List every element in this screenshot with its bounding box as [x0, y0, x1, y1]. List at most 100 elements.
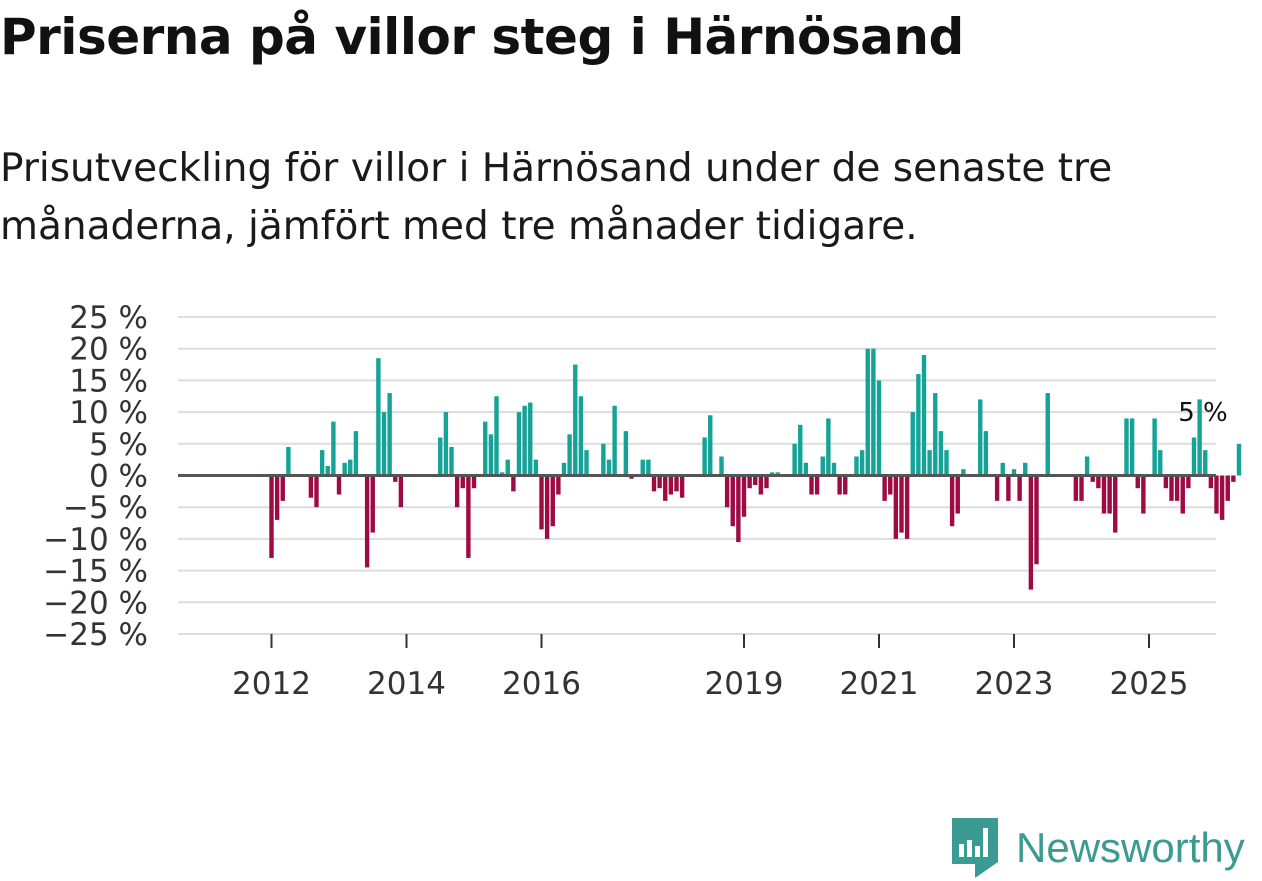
- bar: [1231, 475, 1236, 482]
- bar: [308, 475, 314, 498]
- bar: [961, 469, 966, 476]
- bar: [269, 475, 274, 558]
- bar: [1141, 475, 1146, 514]
- bar: [916, 374, 921, 476]
- bar: [1011, 469, 1017, 476]
- bar: [820, 456, 825, 476]
- y-tick-label: −15 %: [43, 554, 148, 590]
- bar: [466, 475, 471, 558]
- bar: [814, 475, 820, 495]
- bar: [1096, 475, 1101, 489]
- bar: [769, 472, 775, 476]
- bar: [927, 450, 932, 476]
- bar: [657, 475, 662, 489]
- bar: [758, 475, 764, 495]
- bar: [831, 462, 837, 476]
- bar: [933, 393, 938, 476]
- bar: [1236, 443, 1242, 476]
- bar: [803, 462, 809, 476]
- bar: [274, 475, 280, 520]
- y-tick-label: −10 %: [43, 522, 148, 558]
- bar: [556, 475, 561, 495]
- bar: [1124, 418, 1129, 476]
- x-tick-label: 2021: [840, 666, 919, 702]
- bar: [859, 450, 865, 476]
- x-tick-label: 2014: [367, 666, 446, 702]
- bar: [471, 475, 477, 489]
- bar: [449, 446, 454, 476]
- bar: [387, 393, 392, 476]
- bar: [505, 459, 510, 476]
- bar: [573, 364, 578, 476]
- bar: [499, 472, 505, 476]
- bar: [488, 434, 494, 476]
- bar: [651, 475, 657, 492]
- bar: [1090, 475, 1095, 482]
- bar: [1219, 475, 1225, 520]
- bar: [623, 431, 629, 476]
- bar: [550, 475, 555, 527]
- bar: [567, 434, 572, 476]
- bar: [353, 431, 359, 476]
- newsworthy-logo[interactable]: Newsworthy: [950, 815, 1245, 881]
- bar: [381, 412, 387, 476]
- bar: [876, 380, 882, 476]
- bar: [1079, 475, 1084, 501]
- bar: [584, 450, 589, 476]
- bar: [1023, 462, 1028, 476]
- bar: [376, 358, 381, 476]
- bar-chart: 25 %20 %15 %10 %5 %0 %−5 %−10 %−15 %−20 …: [43, 300, 1242, 702]
- bar: [1152, 418, 1157, 476]
- bar: [286, 446, 291, 476]
- brand-name: Newsworthy: [1016, 824, 1245, 871]
- bar: [668, 475, 674, 495]
- bar: [708, 415, 713, 476]
- bar: [364, 475, 370, 568]
- bar: [826, 418, 831, 476]
- bar: [938, 431, 944, 476]
- y-axis-ticks: 25 %20 %15 %10 %5 %0 %−5 %−10 %−15 %−20 …: [43, 300, 148, 653]
- bar: [736, 475, 741, 543]
- bar: [1214, 475, 1219, 514]
- bar: [809, 475, 814, 495]
- x-tick-label: 2023: [975, 666, 1054, 702]
- bar: [1034, 475, 1039, 565]
- bar: [494, 396, 499, 476]
- chart-title: Priserna på villor steg i Härnösand: [0, 8, 964, 66]
- bar: [1191, 437, 1197, 476]
- bar: [314, 475, 319, 508]
- y-tick-label: 15 %: [69, 363, 148, 399]
- y-tick-label: 10 %: [69, 395, 148, 431]
- bar: [1073, 475, 1079, 501]
- bar: [904, 475, 910, 539]
- bar: [601, 443, 606, 476]
- bar: [483, 421, 488, 476]
- bar: [994, 475, 1000, 501]
- bar: [1169, 475, 1174, 501]
- bar: [949, 475, 955, 527]
- bar: [679, 475, 685, 498]
- y-tick-label: 20 %: [69, 332, 148, 368]
- bar: [1158, 450, 1163, 476]
- y-tick-label: −20 %: [43, 585, 148, 621]
- bar: [640, 459, 645, 476]
- bar: [646, 459, 651, 476]
- bar: [516, 412, 522, 476]
- y-tick-label: −5 %: [63, 490, 148, 526]
- bar: [528, 402, 533, 476]
- bar: [674, 475, 679, 492]
- bar: [888, 475, 893, 495]
- bar: [331, 421, 336, 476]
- bar: [606, 459, 612, 476]
- bar: [764, 475, 769, 489]
- bar: [533, 459, 539, 476]
- bar: [955, 475, 960, 514]
- bar: [629, 475, 634, 479]
- bar: [1028, 475, 1034, 590]
- bar: [747, 475, 752, 489]
- bar: [865, 348, 870, 476]
- bar: [612, 405, 617, 476]
- bar: [348, 459, 353, 476]
- bar: [719, 456, 724, 476]
- bar: [1017, 475, 1022, 501]
